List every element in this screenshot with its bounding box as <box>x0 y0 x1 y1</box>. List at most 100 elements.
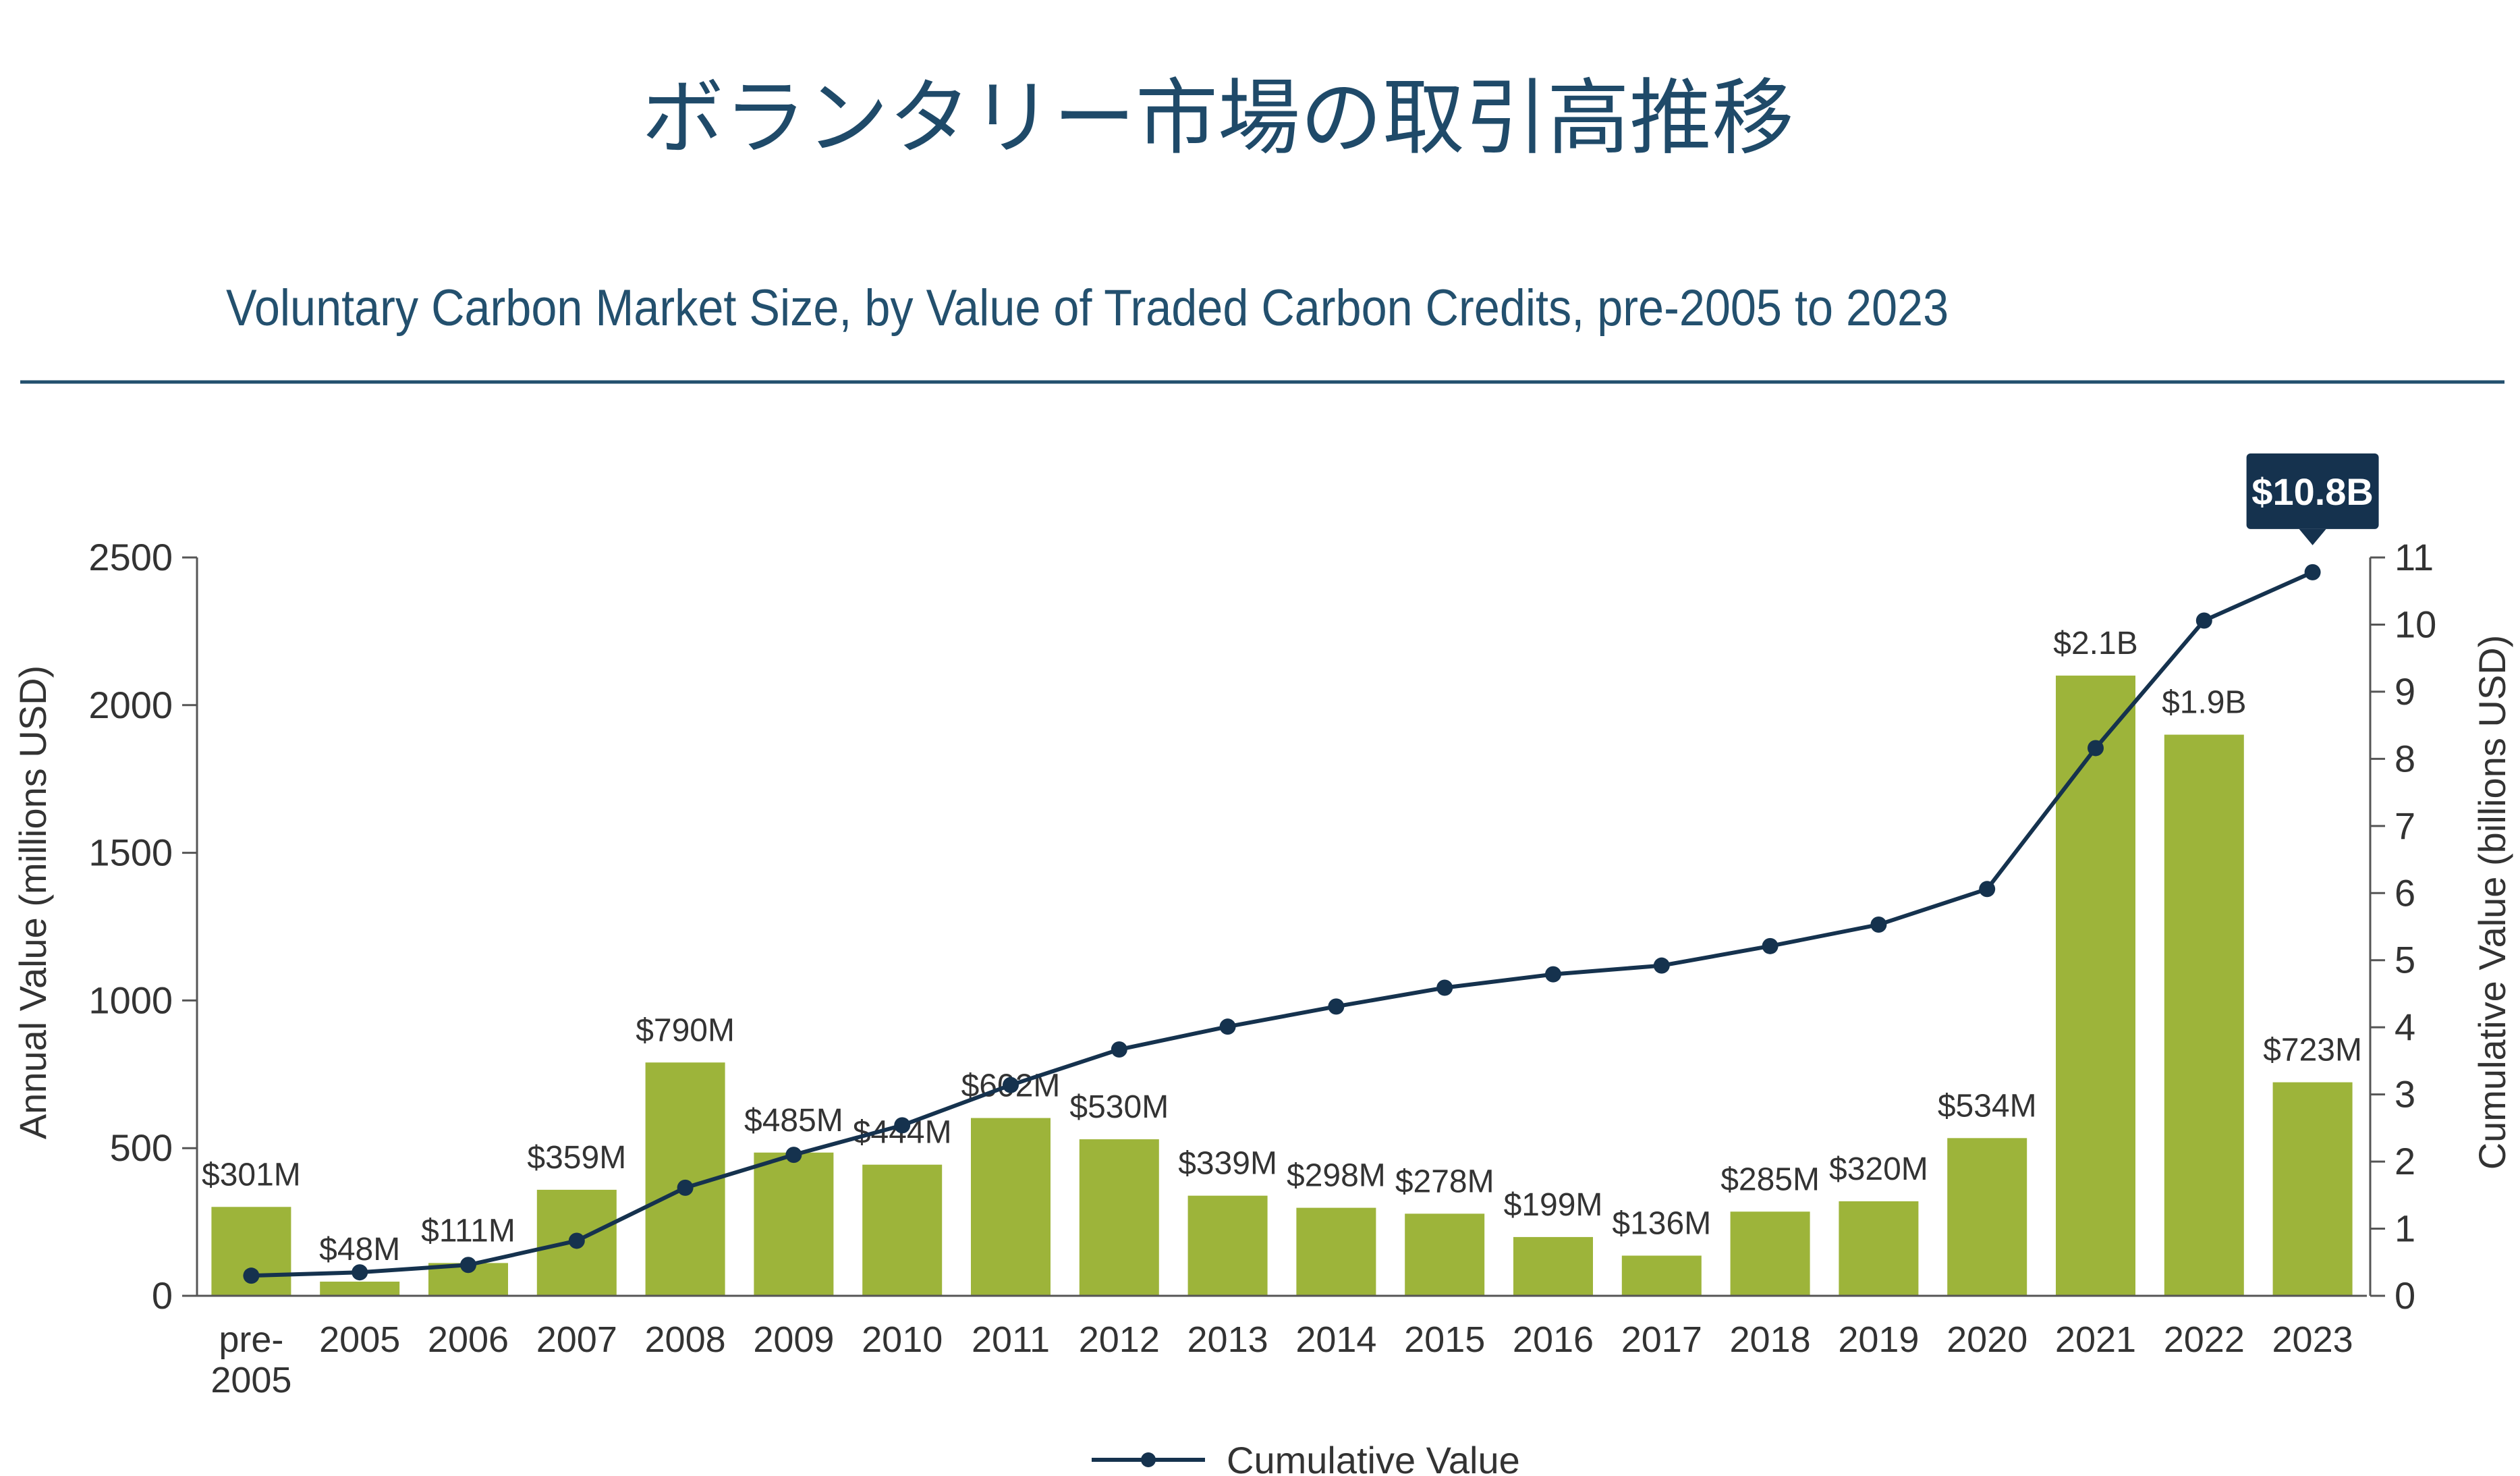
cumulative-point <box>677 1179 694 1196</box>
left-tick-label: 1000 <box>88 979 173 1021</box>
x-tick-label: pre-2005 <box>211 1319 291 1400</box>
bar <box>754 1152 834 1296</box>
left-tick-label: 500 <box>110 1126 173 1169</box>
bar-value-label: $790M <box>636 1012 735 1048</box>
bar-value-label: $359M <box>527 1140 626 1176</box>
left-axis-title: Annual Value (millions USD) <box>11 665 54 1139</box>
bar-value-label: $278M <box>1395 1164 1494 1199</box>
x-tick-label: 2017 <box>1621 1319 1702 1360</box>
bar-value-label: $485M <box>744 1103 843 1139</box>
cumulative-point <box>568 1232 585 1249</box>
bar-value-label: $48M <box>319 1232 400 1267</box>
bar <box>862 1164 943 1296</box>
right-tick-label: 10 <box>2395 603 2436 645</box>
x-tick-label: 2014 <box>1295 1319 1376 1360</box>
x-tick-label: 2010 <box>862 1319 943 1360</box>
bar-value-label: $285M <box>1720 1161 1820 1197</box>
bar <box>2164 734 2244 1296</box>
legend-marker <box>1141 1452 1156 1467</box>
callout-label: $10.8B <box>2251 470 2374 513</box>
bar-value-label: $320M <box>1829 1151 1928 1187</box>
right-tick-label: 11 <box>2395 536 2434 578</box>
bar-value-label: $1.9B <box>2162 685 2246 721</box>
right-tick-label: 8 <box>2395 737 2415 780</box>
bar <box>1839 1201 1919 1296</box>
x-tick-label: 2020 <box>1947 1319 2027 1360</box>
right-tick-label: 7 <box>2395 804 2415 847</box>
left-tick-label: 0 <box>152 1274 173 1317</box>
cumulative-point <box>352 1264 368 1281</box>
cumulative-line-series <box>243 564 2321 1284</box>
bar <box>1947 1138 2027 1296</box>
x-tick-label: 2009 <box>753 1319 834 1360</box>
chart-subtitle: Voluntary Carbon Market Size, by Value o… <box>226 280 1949 337</box>
legend-label: Cumulative Value <box>1227 1439 1520 1476</box>
cumulative-line <box>251 570 2314 1278</box>
bar <box>1296 1207 1376 1296</box>
x-axis-ticks: pre-2005 2005 2006 2007 2008 2009 2010 2011 2012… <box>197 1294 2367 1400</box>
right-tick-label: 3 <box>2395 1073 2415 1116</box>
bar <box>1513 1236 1593 1296</box>
right-tick-label: 4 <box>2395 1006 2415 1048</box>
x-tick-label: 2008 <box>645 1319 726 1360</box>
x-tick-label: 2005 <box>319 1319 400 1360</box>
cumulative-point <box>1762 937 1779 954</box>
bar <box>1079 1139 1159 1296</box>
cumulative-point <box>785 1147 802 1164</box>
cumulative-point <box>1870 917 1887 933</box>
right-tick-label: 5 <box>2395 939 2415 981</box>
cumulative-callout: $10.8B <box>2246 453 2379 545</box>
page-title: ボランタリー市場の取引高推移 <box>642 70 1794 166</box>
cumulative-point <box>2304 564 2321 580</box>
x-tick-label: 2013 <box>1187 1319 1268 1360</box>
x-tick-label: 2023 <box>2272 1319 2353 1360</box>
cumulative-point <box>1653 957 1670 974</box>
bar-value-label: $339M <box>1178 1146 1277 1182</box>
left-tick-label: 1500 <box>88 831 173 874</box>
cumulative-point <box>1545 966 1561 983</box>
bar <box>2272 1082 2353 1296</box>
right-tick-label: 1 <box>2395 1207 2415 1250</box>
right-tick-label: 6 <box>2395 871 2415 914</box>
cumulative-point <box>1111 1041 1127 1058</box>
bar <box>320 1281 400 1296</box>
cumulative-point <box>894 1117 911 1134</box>
bar <box>1621 1255 1702 1296</box>
bar <box>2056 676 2135 1296</box>
left-tick-label: 2500 <box>88 536 173 578</box>
x-tick-label: 2011 <box>972 1319 1050 1360</box>
right-tick-label: 9 <box>2395 670 2415 713</box>
bar <box>971 1118 1051 1296</box>
right-axis-title: Cumulative Value (billions USD) <box>2471 635 2513 1170</box>
x-tick-label: 2022 <box>2164 1319 2245 1360</box>
callout-box <box>2246 453 2379 529</box>
x-tick-label: 2019 <box>1838 1319 1919 1360</box>
cumulative-point <box>1219 1018 1236 1035</box>
cumulative-point <box>1979 881 1996 898</box>
bar-value-label: $2.1B <box>2053 626 2137 661</box>
cumulative-point <box>1003 1076 1019 1093</box>
bar-data-labels: $301M$48M$111M$359M$790M$485M$444M$602M$… <box>202 626 2362 1267</box>
bar-value-label: $111M <box>421 1213 515 1249</box>
x-tick-label: 2012 <box>1079 1319 1160 1360</box>
legend: Cumulative Value <box>1092 1439 1520 1476</box>
bar <box>1405 1213 1485 1296</box>
x-tick-label: 2021 <box>2055 1319 2136 1360</box>
left-axis: 0 500 1000 1500 2000 2500 <box>88 536 198 1317</box>
bar <box>1730 1211 1810 1296</box>
bar-value-label: $199M <box>1504 1187 1603 1223</box>
bar-value-label: $534M <box>1938 1088 2037 1124</box>
bar-value-label: $136M <box>1612 1205 1711 1241</box>
left-tick-label: 2000 <box>88 684 173 726</box>
callout-pointer <box>2299 528 2326 545</box>
x-tick-label: 2006 <box>428 1319 509 1360</box>
bar <box>1187 1195 1268 1296</box>
x-tick-label: 2016 <box>1513 1319 1594 1360</box>
x-tick-label: 2018 <box>1730 1319 1811 1360</box>
bar-value-label: $530M <box>1069 1089 1169 1125</box>
x-tick-label: 2015 <box>1404 1319 1485 1360</box>
x-tick-label: 2007 <box>536 1319 617 1360</box>
right-tick-label: 2 <box>2395 1140 2415 1182</box>
bar-series <box>211 676 2353 1296</box>
cumulative-point <box>1436 979 1453 996</box>
